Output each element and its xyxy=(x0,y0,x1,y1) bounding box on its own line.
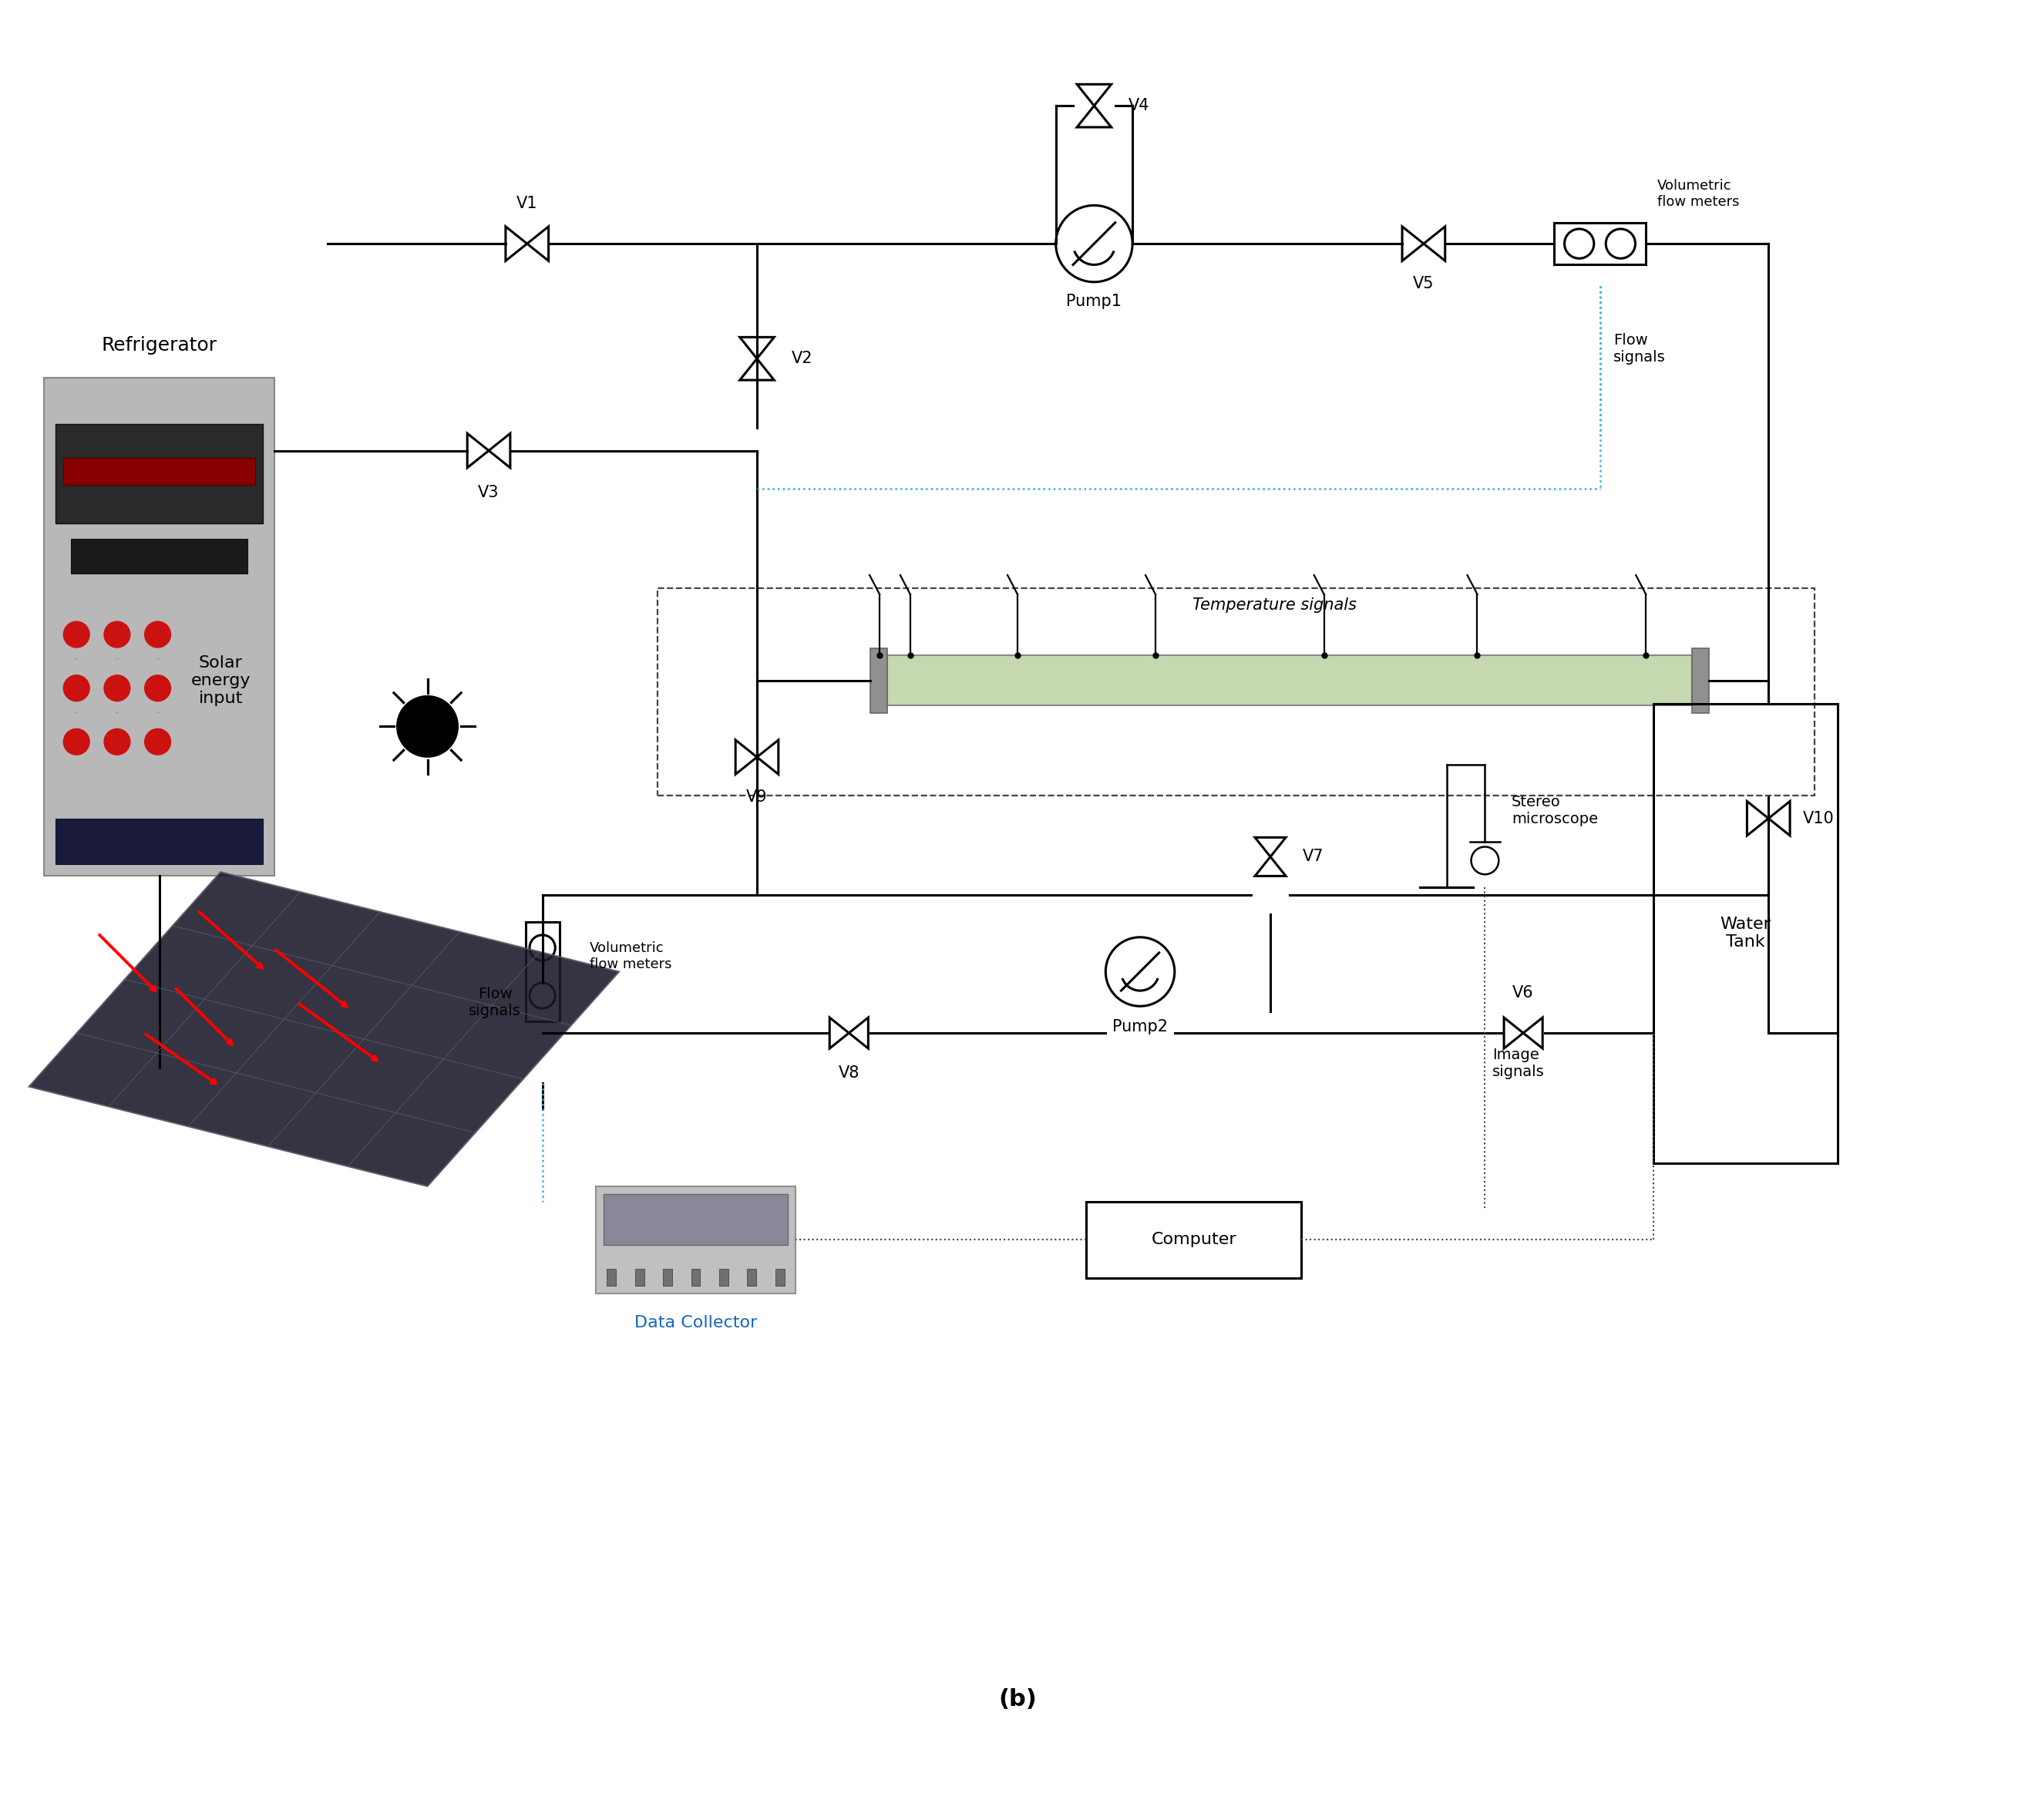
Text: ...: ... xyxy=(157,655,159,661)
Bar xyxy=(596,1187,796,1294)
Bar xyxy=(635,1269,643,1287)
Bar xyxy=(604,1194,788,1245)
Text: V10: V10 xyxy=(1803,810,1834,826)
Text: (b): (b) xyxy=(999,1689,1036,1711)
Text: ...: ... xyxy=(75,655,79,661)
Bar xyxy=(55,819,263,864)
Bar xyxy=(1087,1201,1300,1278)
Circle shape xyxy=(104,675,130,701)
Bar xyxy=(718,1269,729,1287)
Bar xyxy=(71,539,248,573)
Text: V4: V4 xyxy=(1129,98,1150,113)
Text: V7: V7 xyxy=(1302,850,1323,864)
Text: V2: V2 xyxy=(792,351,812,366)
Bar xyxy=(606,1269,617,1287)
Text: Temperature signals: Temperature signals xyxy=(1193,597,1355,613)
Bar xyxy=(871,648,887,713)
Text: Solar
energy
input: Solar energy input xyxy=(191,655,250,706)
Text: ...: ... xyxy=(75,710,79,713)
Circle shape xyxy=(63,675,90,701)
Circle shape xyxy=(144,675,171,701)
Text: Data Collector: Data Collector xyxy=(635,1316,757,1330)
Bar xyxy=(45,379,275,875)
Bar xyxy=(1654,704,1838,1163)
Bar xyxy=(1691,648,1709,713)
Bar xyxy=(63,459,254,486)
Text: Image
signals: Image signals xyxy=(1492,1048,1545,1079)
Bar xyxy=(525,923,560,1021)
Circle shape xyxy=(63,728,90,755)
Circle shape xyxy=(144,728,171,755)
Text: Pump2: Pump2 xyxy=(1113,1019,1168,1034)
Text: Water
Tank: Water Tank xyxy=(1720,917,1770,950)
Bar xyxy=(1555,222,1646,264)
Text: V8: V8 xyxy=(838,1065,859,1081)
Text: ...: ... xyxy=(157,710,159,713)
Text: ...: ... xyxy=(116,710,120,713)
Text: Pump1: Pump1 xyxy=(1066,293,1121,309)
Text: V3: V3 xyxy=(478,486,499,501)
Circle shape xyxy=(144,621,171,648)
Text: Computer: Computer xyxy=(1152,1232,1237,1249)
Circle shape xyxy=(104,728,130,755)
Bar xyxy=(747,1269,757,1287)
Text: Volumetric
flow meters: Volumetric flow meters xyxy=(590,941,672,972)
Text: ...: ... xyxy=(116,655,120,661)
Circle shape xyxy=(63,621,90,648)
Text: Refrigerator: Refrigerator xyxy=(102,337,218,355)
Circle shape xyxy=(397,695,458,757)
Text: V1: V1 xyxy=(517,197,537,211)
Bar xyxy=(692,1269,700,1287)
Polygon shape xyxy=(28,872,619,1187)
Circle shape xyxy=(104,621,130,648)
Bar xyxy=(55,424,263,524)
Text: V5: V5 xyxy=(1412,277,1435,291)
Bar xyxy=(887,655,1691,706)
Bar xyxy=(657,588,1815,795)
Text: Stereo
microscope: Stereo microscope xyxy=(1512,795,1597,826)
Bar xyxy=(775,1269,786,1287)
Text: Flow
signals: Flow signals xyxy=(1614,333,1667,364)
Text: V9: V9 xyxy=(747,790,767,804)
Text: V6: V6 xyxy=(1512,985,1534,1001)
Text: Flow
signals: Flow signals xyxy=(468,986,521,1017)
Text: Volumetric
flow meters: Volumetric flow meters xyxy=(1656,178,1740,209)
Bar xyxy=(663,1269,672,1287)
